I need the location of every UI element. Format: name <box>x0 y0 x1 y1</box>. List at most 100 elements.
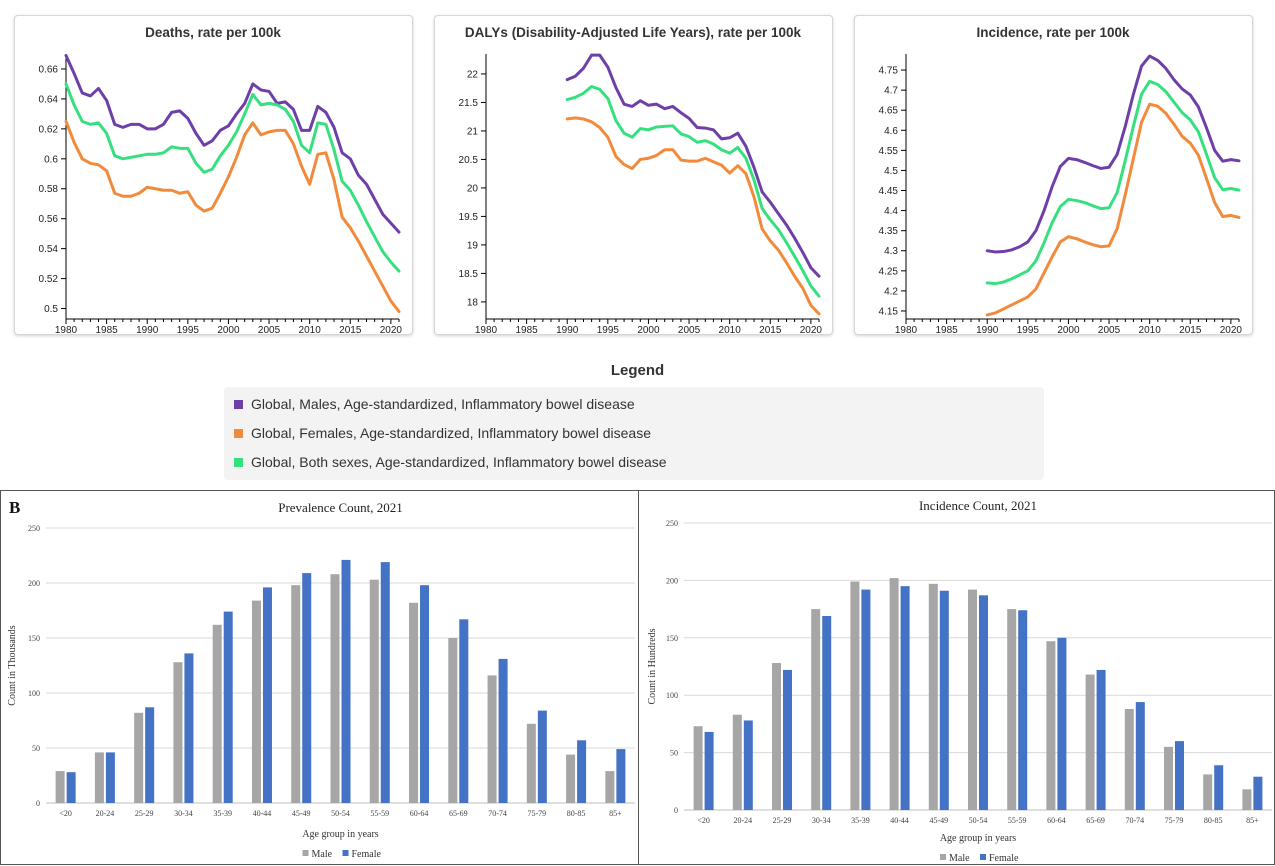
prevalence-chart-box: Prevalence Count, 2021 0 50 100 150 200 250 <20… <box>0 490 639 865</box>
incidence-count-y-tick-label: 100 <box>666 691 678 700</box>
prevalence-count-x-tick-label: 60-64 <box>410 809 429 818</box>
prevalence-count-y-tick-label: 250 <box>28 524 40 533</box>
prevalence-count-x-tick-label: 70-74 <box>488 809 507 818</box>
prevalence-count-bar-female-75-79 <box>537 710 547 803</box>
prevalence-count-bar-female-70-74 <box>498 658 508 803</box>
dalys-y-tick-label: 19.5 <box>459 212 479 223</box>
incidence-count-x-tick-label: 80-85 <box>1204 816 1223 825</box>
incidence-series-line-both-sexes <box>985 79 1241 286</box>
deaths-y-tick-label: 0.54 <box>39 244 59 255</box>
prevalence-count-bar-male-50-54 <box>330 574 340 803</box>
deaths-y-tick-label: 0.64 <box>39 94 59 105</box>
prevalence-count-x-tick-label: 25-29 <box>135 809 154 818</box>
deaths-x-tick-label: 1995 <box>177 325 200 334</box>
incidence-y-tick-label: 4.25 <box>879 266 899 277</box>
dalys-y-tick-label: 22 <box>467 69 479 80</box>
incidence-count-y-tick-label: 250 <box>666 519 678 528</box>
incidence-count-x-tick-label: 25-29 <box>773 816 792 825</box>
incidence-y-tick-label: 4.3 <box>884 246 898 257</box>
deaths-series-line-males <box>64 54 401 234</box>
dalys-y-tick-label: 21 <box>467 126 479 137</box>
prevalence-count-x-tick-label: 30-34 <box>174 809 193 818</box>
prevalence-count-y-tick-label: 150 <box>28 634 40 643</box>
prevalence-count-bar-female-35-39 <box>223 611 233 803</box>
incidence-count-bar-male-40-44 <box>889 578 899 810</box>
dalys-y-tick-label: 18 <box>467 297 479 308</box>
incidence-count-x-tick-label: 30-34 <box>812 816 831 825</box>
dalys-series-line-females <box>565 116 821 316</box>
incidence-count-bar-female-50-54 <box>979 595 988 810</box>
incidence-count-bar-male-55-59 <box>1007 609 1017 810</box>
legend-title: Legend <box>610 362 665 379</box>
prevalence-count-y-tick-label: 200 <box>28 579 40 588</box>
dalys-x-tick-label: 2010 <box>719 325 742 334</box>
incidence-count-bar-male-20 <box>693 726 703 810</box>
incidence-count-x-tick-label: 75-79 <box>1165 816 1184 825</box>
deaths-x-tick-label: 2000 <box>217 325 240 334</box>
incidence-count-bar-female-35-39 <box>861 589 871 810</box>
incidence-count-bar-female-60-64 <box>1057 637 1067 810</box>
dalys-x-tick-label: 1995 <box>597 325 620 334</box>
incidence-count-bar-female-55-59 <box>1018 610 1028 810</box>
incidence-count-x-tick-label: 50-54 <box>969 816 988 825</box>
incidence-x-tick-label: 2010 <box>1139 325 1162 334</box>
prevalence-count-x-tick-label: 65-69 <box>449 809 468 818</box>
deaths-y-tick-label: 0.58 <box>39 184 59 195</box>
deaths-y-tick-label: 0.62 <box>39 124 59 135</box>
incidence-count-bar-male-35-39 <box>850 581 860 810</box>
incidence-x-tick-label: 1990 <box>976 325 999 334</box>
legend-item-males: Global, Males, Age-standardized, Inflamm… <box>234 394 635 414</box>
incidence-x-tick-label: 2015 <box>1179 325 1202 334</box>
incidence-count-legend-label-male: Male <box>949 853 970 864</box>
dalys-chart-title: DALYs (Disability-Adjusted Life Years), … <box>465 25 802 40</box>
incidence-series-line-males <box>985 54 1241 254</box>
prevalence-count-bar-male-35-39 <box>212 624 222 803</box>
incidence-y-tick-label: 4.55 <box>879 146 899 157</box>
legend-box: Global, Males, Age-standardized, Inflamm… <box>224 387 1044 480</box>
prevalence-count-bar-male-75-79 <box>526 723 536 803</box>
prevalence-count-legend-label-male: Male <box>312 849 333 860</box>
incidence-count-x-tick-label: 35-39 <box>851 816 870 825</box>
legend-item-females: Global, Females, Age-standardized, Infla… <box>234 423 651 443</box>
incidence-x-tick-label: 2020 <box>1220 325 1243 334</box>
incidence-count-bar-male-30-34 <box>811 609 821 810</box>
incidence-count-x-tick-label: 45-49 <box>929 816 948 825</box>
incidence-x-tick-label: 1985 <box>935 325 958 334</box>
prevalence-count-x-tick-label: 45-49 <box>292 809 311 818</box>
dalys-y-tick-label: 21.5 <box>459 98 479 109</box>
deaths-x-tick-label: 2020 <box>380 325 403 334</box>
legend-label-males: Global, Males, Age-standardized, Inflamm… <box>251 396 635 412</box>
prevalence-count-bar-female-55-59 <box>380 562 390 803</box>
prevalence-count-bar-male-65-69 <box>448 638 458 803</box>
prevalence-count-bar-male-20-24 <box>94 752 104 803</box>
deaths-line-chart: Deaths, rate per 100k 0.5 0.52 0.54 0.56 0.58… <box>39 25 403 334</box>
prevalence-count-legend-swatch-male <box>302 850 309 856</box>
deaths-x-tick-label: 1985 <box>95 325 118 334</box>
prevalence-count-bar-female-30-34 <box>184 653 194 803</box>
prevalence-count-y-tick-label: 50 <box>32 744 40 753</box>
prevalence-count-bar-male-80-85 <box>566 754 576 803</box>
legend-label-females: Global, Females, Age-standardized, Infla… <box>251 425 651 441</box>
prevalence-count-bar-male-25-29 <box>134 712 144 803</box>
dalys-x-tick-label: 2015 <box>759 325 782 334</box>
incidence-count-bar-chart: Incidence Count, 2021 0 50 100 150 200 250 <20 2… <box>647 498 1272 864</box>
dalys-y-tick-label: 19 <box>467 240 479 251</box>
dalys-y-tick-label: 20.5 <box>459 155 479 166</box>
prevalence-count-y-axis-label: Count in Thousands <box>7 625 18 705</box>
incidence-count-bar-female-20 <box>704 731 714 810</box>
incidence-y-tick-label: 4.15 <box>879 306 899 317</box>
deaths-chart-title: Deaths, rate per 100k <box>145 25 281 40</box>
incidence-rate-chart-card: Incidence, rate per 100k 4.15 4.2 4.25 4.3 4.… <box>854 15 1253 335</box>
prevalence-count-bar-male-20 <box>55 771 65 803</box>
incidence-count-bar-male-75-79 <box>1164 746 1173 810</box>
dalys-x-tick-label: 2000 <box>637 325 660 334</box>
prevalence-count-bar-male-30-34 <box>173 662 183 803</box>
incidence-chart-title: Incidence, rate per 100k <box>976 25 1130 40</box>
incidence-count-bar-male-80-85 <box>1203 774 1213 810</box>
dalys-x-tick-label: 2020 <box>800 325 823 334</box>
incidence-count-bar-male-85 <box>1242 789 1252 810</box>
incidence-series-line-females <box>985 102 1241 317</box>
legend-swatch-both-sexes <box>234 457 243 467</box>
incidence-rate-line-chart: Incidence, rate per 100k 4.15 4.2 4.25 4.3 4.… <box>879 25 1243 334</box>
prevalence-count-bar-male-70-74 <box>487 675 497 803</box>
